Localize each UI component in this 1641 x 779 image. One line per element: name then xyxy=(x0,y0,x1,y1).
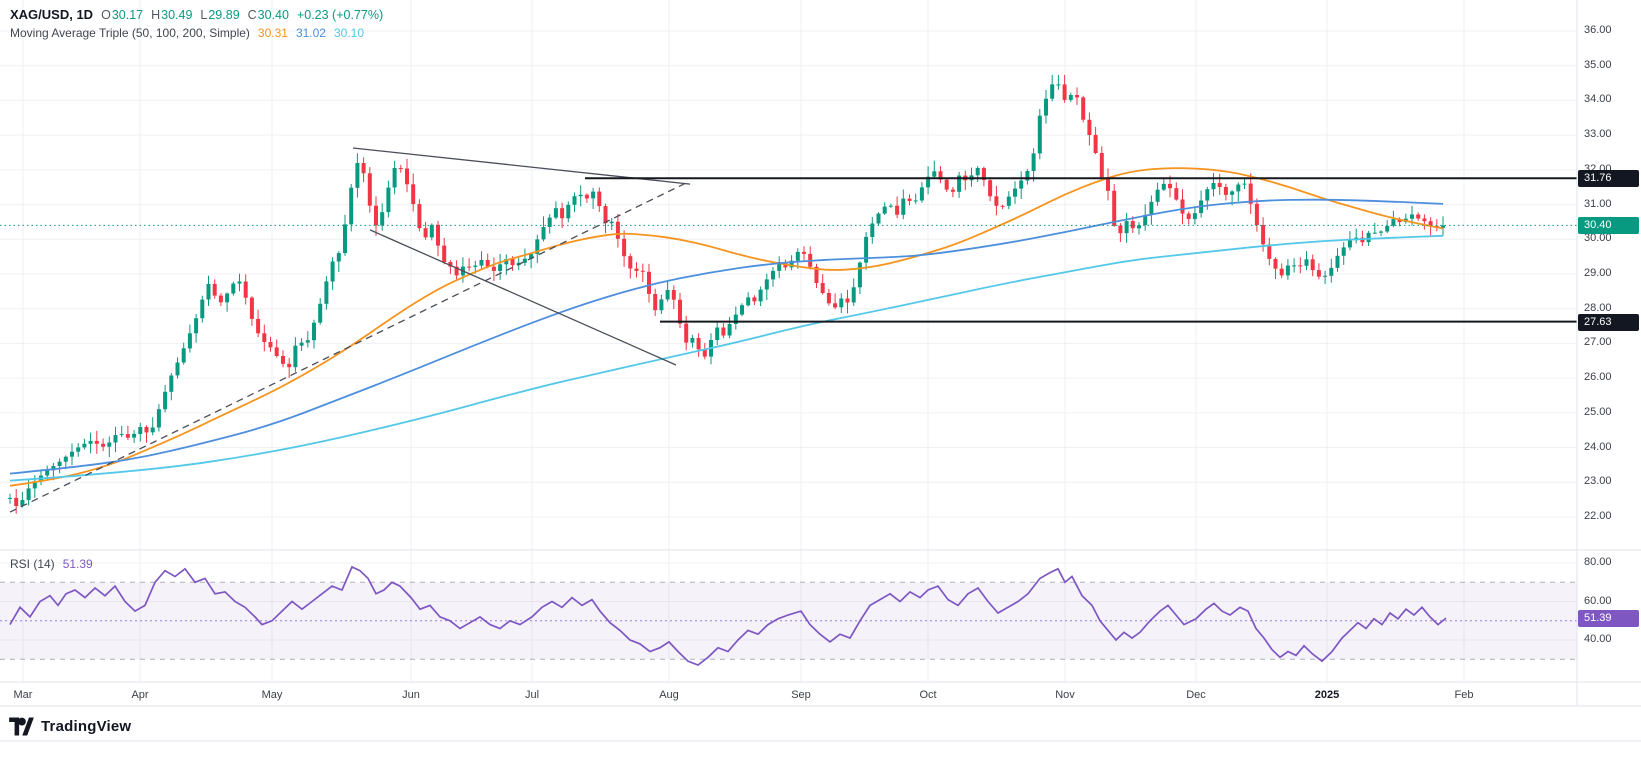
price-tick-label: 36.00 xyxy=(1584,24,1612,36)
grid-lines-horizontal xyxy=(0,30,1577,641)
time-axis-label: Jul xyxy=(524,689,540,701)
time-axis-label: Mar xyxy=(13,689,33,701)
grid-lines-vertical xyxy=(22,0,1465,682)
pane-separators xyxy=(0,0,1641,742)
time-axis-label: Sep xyxy=(791,689,811,701)
price-tick-label: 22.00 xyxy=(1584,510,1612,522)
rsi-tick-label: 80.00 xyxy=(1584,556,1612,568)
rsi-value-badge: 51.39 xyxy=(1578,610,1639,628)
open-value: 30.17 xyxy=(111,8,144,22)
ma-indicator-title: Moving Average Triple (50, 100, 200, Sim… xyxy=(10,26,250,40)
rsi-pane xyxy=(0,565,1577,666)
trendline-1[interactable] xyxy=(9,181,689,513)
ma200-line[interactable] xyxy=(9,234,1444,482)
symbol-ohlc-row: XAG/USD, 1D O 30.17 H 30.49 L 29.89 C 30.40 … xyxy=(10,7,383,22)
trendline-3[interactable] xyxy=(369,229,677,366)
tradingview-logo-icon xyxy=(9,716,34,736)
ma100-line[interactable] xyxy=(9,198,1444,475)
time-axis-label: Jun xyxy=(402,689,420,701)
low-value: 29.89 xyxy=(208,8,240,22)
time-axis-label: Oct xyxy=(919,689,937,701)
rsi-tick-label: 40.00 xyxy=(1584,633,1612,645)
time-axis-label: Apr xyxy=(131,689,149,701)
ohlc-open: O 30.17 xyxy=(101,8,143,22)
close-label: C xyxy=(247,8,257,22)
price-tick-label: 24.00 xyxy=(1584,440,1612,453)
candlestick-series xyxy=(8,74,1445,514)
ma100-value: 31.02 xyxy=(295,26,326,40)
ma-indicator-row[interactable]: Moving Average Triple (50, 100, 200, Sim… xyxy=(10,26,383,40)
price-tick-label: 34.00 xyxy=(1584,93,1612,106)
rsi-tick-label: 60.00 xyxy=(1584,594,1612,607)
rsi-indicator-row[interactable]: RSI (14) 51.39 xyxy=(10,557,93,571)
price-tick-label: 25.00 xyxy=(1584,405,1612,418)
price-tick-label: 27.00 xyxy=(1584,336,1612,349)
open-label: O xyxy=(101,8,111,22)
ohlc-close: C 30.40 xyxy=(248,8,289,22)
price-tick-label: 30.00 xyxy=(1584,232,1612,245)
price-tick-label: 35.00 xyxy=(1584,58,1612,71)
time-axis-label: Nov xyxy=(1055,689,1075,701)
ohlc-low: L 29.89 xyxy=(200,8,239,22)
price-tick-label: 31.00 xyxy=(1584,197,1612,210)
rsi-title: RSI (14) xyxy=(10,557,55,571)
high-value: 30.49 xyxy=(161,8,193,22)
time-axis-label: Feb xyxy=(1454,689,1474,701)
low-label: L xyxy=(200,8,208,22)
close-value: 30.40 xyxy=(257,8,289,22)
price-tick-label: 33.00 xyxy=(1584,128,1612,141)
rsi-value: 51.39 xyxy=(62,557,93,571)
price-axis[interactable]: 36.00 35.00 34.00 33.00 32.00 31.00 30.00 29.00… xyxy=(1577,0,1641,741)
rsi-line[interactable] xyxy=(9,565,1447,666)
price-tick-label: 28.00 xyxy=(1584,301,1612,314)
time-axis-label: May xyxy=(261,689,283,701)
price-level-badge: 27.63 xyxy=(1578,313,1639,331)
current-price-badge: 30.40 xyxy=(1578,217,1639,235)
ohlc-high: H 30.49 xyxy=(151,8,192,22)
tradingview-brand-text: TradingView xyxy=(41,717,132,735)
time-axis-label: 2025 xyxy=(1314,689,1340,701)
high-label: H xyxy=(151,8,161,22)
ma200-value: 30.10 xyxy=(333,26,365,40)
price-tick-label: 29.00 xyxy=(1584,267,1612,279)
symbol-title: XAG/USD, 1D xyxy=(10,7,94,22)
tradingview-attribution[interactable]: TradingView xyxy=(9,712,131,740)
ma50-line[interactable] xyxy=(9,167,1444,487)
ma50-value: 30.31 xyxy=(257,26,288,40)
price-tick-label: 26.00 xyxy=(1584,371,1612,384)
time-axis-label: Dec xyxy=(1186,689,1206,701)
price-level-badge: 31.76 xyxy=(1578,170,1639,188)
main-pane-legend[interactable]: XAG/USD, 1D O 30.17 H 30.49 L 29.89 C 30.40 … xyxy=(10,7,383,40)
time-axis[interactable]: Mar Apr May Jun Jul Aug Sep Oct Nov Dec 2025 Feb xyxy=(0,682,1577,706)
time-axis-label: Aug xyxy=(659,689,679,701)
price-tick-label: 23.00 xyxy=(1584,475,1612,488)
change-value: +0.23 (+0.77%) xyxy=(296,8,384,22)
